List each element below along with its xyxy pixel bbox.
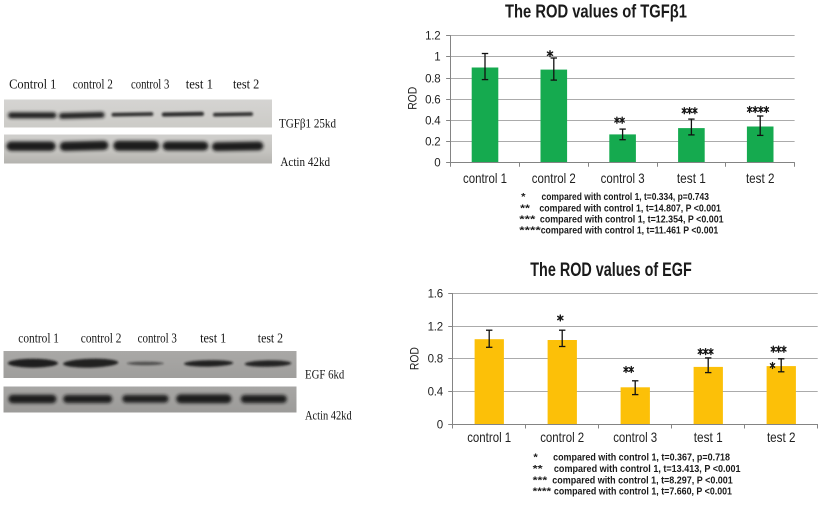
- svg-text:control 3: control 3: [613, 430, 657, 445]
- svg-text:compared with control 1, t=13.: compared with control 1, t=13.413, P <0.…: [554, 464, 741, 475]
- svg-text:control 2: control 2: [532, 171, 576, 186]
- svg-text:control 1: control 1: [18, 331, 59, 346]
- svg-text:0.6: 0.6: [425, 95, 440, 107]
- svg-text:test 1: test 1: [677, 171, 706, 186]
- svg-text:0: 0: [434, 158, 440, 170]
- svg-text:***: ***: [533, 475, 548, 486]
- svg-text:**: **: [520, 203, 530, 214]
- svg-text:*: *: [533, 452, 538, 463]
- svg-text:control 3: control 3: [601, 171, 645, 186]
- svg-text:TGFβ1 25kd: TGFβ1 25kd: [279, 115, 336, 130]
- svg-text:control 2: control 2: [73, 76, 113, 91]
- svg-text:test 2: test 2: [767, 430, 796, 445]
- svg-text:1.2: 1.2: [425, 31, 440, 43]
- svg-text:*: *: [521, 192, 526, 203]
- svg-text:control 1: control 1: [467, 430, 511, 445]
- svg-text:0.4: 0.4: [425, 116, 441, 128]
- svg-text:control 3: control 3: [138, 331, 177, 346]
- svg-text:EGF 6kd: EGF 6kd: [305, 366, 345, 381]
- svg-text:1: 1: [434, 52, 440, 64]
- svg-text:Control 1: Control 1: [9, 76, 56, 91]
- svg-text:ROD: ROD: [408, 347, 422, 370]
- svg-text:test 1: test 1: [186, 76, 213, 91]
- svg-text:Actin 42kd: Actin 42kd: [280, 154, 330, 169]
- svg-text:1.6: 1.6: [428, 289, 443, 301]
- svg-text:****: ****: [519, 226, 541, 237]
- svg-text:Actin 42kd: Actin 42kd: [305, 407, 352, 422]
- svg-text:control 2: control 2: [540, 430, 584, 445]
- svg-text:test 2: test 2: [233, 76, 259, 91]
- svg-text:****: ****: [533, 487, 552, 498]
- svg-text:control 2: control 2: [81, 331, 122, 346]
- svg-text:0.8: 0.8: [428, 354, 443, 366]
- svg-text:compared with control 1, t=7.6: compared with control 1, t=7.660, P <0.0…: [554, 487, 732, 498]
- svg-text:The ROD values of EGF: The ROD values of EGF: [530, 260, 692, 281]
- svg-text:**: **: [533, 464, 543, 475]
- svg-text:test 2: test 2: [746, 171, 775, 186]
- svg-text:***: ***: [519, 215, 535, 226]
- svg-text:compared with control 1, t=12.: compared with control 1, t=12.354, P <0.…: [540, 215, 724, 226]
- svg-text:ROD: ROD: [406, 87, 420, 110]
- svg-text:0.2: 0.2: [425, 137, 440, 149]
- svg-text:compared with control 1, t=0.3: compared with control 1, t=0.334, p=0.74…: [542, 192, 710, 203]
- svg-text:0.4: 0.4: [428, 387, 444, 399]
- svg-text:compared with control 1, t=8.2: compared with control 1, t=8.297, P <0.0…: [552, 475, 733, 486]
- svg-text:The ROD values of TGFβ1: The ROD values of TGFβ1: [505, 2, 687, 22]
- svg-text:test 2: test 2: [258, 331, 283, 346]
- svg-text:control 1: control 1: [463, 171, 507, 186]
- svg-text:test 1: test 1: [694, 430, 723, 445]
- svg-text:compared with control 1, t=0.3: compared with control 1, t=0.367, p=0.71…: [553, 452, 730, 463]
- svg-text:0.8: 0.8: [425, 74, 440, 86]
- svg-text:compared with control 1, t=14.: compared with control 1, t=14.807, P <0.…: [539, 203, 721, 214]
- svg-text:0: 0: [437, 420, 443, 432]
- svg-text:compared with control 1, t=11.: compared with control 1, t=11.461 P <0.0…: [541, 226, 719, 237]
- svg-text:control 3: control 3: [131, 76, 169, 91]
- svg-text:test 1: test 1: [200, 331, 226, 346]
- svg-text:1.2: 1.2: [428, 322, 443, 334]
